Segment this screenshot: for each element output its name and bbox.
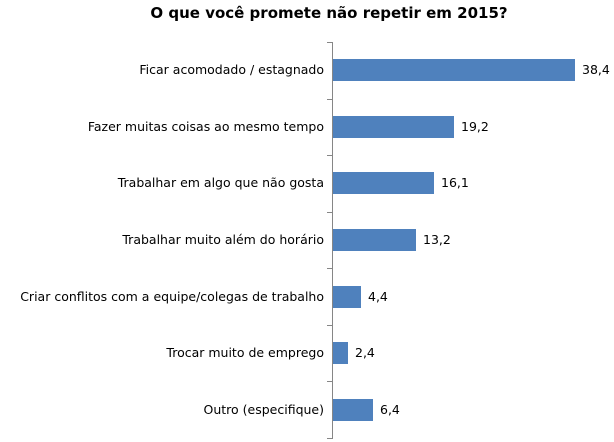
bar-row: Fazer muitas coisas ao mesmo tempo 19,2 [0, 116, 614, 138]
category-label: Trabalhar muito além do horário [122, 232, 324, 247]
bar [333, 286, 361, 308]
bar-row: Trocar muito de emprego 2,4 [0, 342, 614, 364]
bar-row: Trabalhar muito além do horário 13,2 [0, 229, 614, 251]
bar [333, 229, 416, 251]
data-label: 4,4 [368, 289, 388, 304]
axis-tick [327, 99, 333, 100]
bar [333, 399, 373, 421]
axis-tick [327, 42, 333, 43]
axis-tick [327, 268, 333, 269]
data-label: 16,1 [441, 175, 469, 190]
category-axis-line [332, 42, 333, 438]
axis-tick [327, 155, 333, 156]
category-label: Fazer muitas coisas ao mesmo tempo [87, 119, 324, 134]
bar-row: Ficar acomodado / estagnado 38,4 [0, 59, 614, 81]
category-label: Outro (especifique) [203, 402, 325, 417]
bar [333, 116, 454, 138]
data-label: 6,4 [380, 402, 400, 417]
bar-row: Criar conflitos com a equipe/colegas de … [0, 286, 614, 308]
bar [333, 59, 575, 81]
category-label: Trocar muito de emprego [166, 345, 324, 360]
axis-tick [327, 325, 333, 326]
data-label: 2,4 [355, 345, 375, 360]
bar [333, 342, 348, 364]
category-label: Criar conflitos com a equipe/colegas de … [20, 289, 324, 304]
category-label: Trabalhar em algo que não gosta [117, 175, 324, 190]
data-label: 38,4 [582, 62, 610, 77]
bar-row: Outro (especifique) 6,4 [0, 399, 614, 421]
axis-tick [327, 212, 333, 213]
data-label: 19,2 [461, 119, 489, 134]
chart-title: O que você promete não repetir em 2015? [150, 4, 508, 22]
bar-row: Trabalhar em algo que não gosta 16,1 [0, 172, 614, 194]
category-label: Ficar acomodado / estagnado [139, 62, 324, 77]
axis-tick [327, 438, 333, 439]
data-label: 13,2 [423, 232, 451, 247]
bar [333, 172, 434, 194]
axis-tick [327, 381, 333, 382]
